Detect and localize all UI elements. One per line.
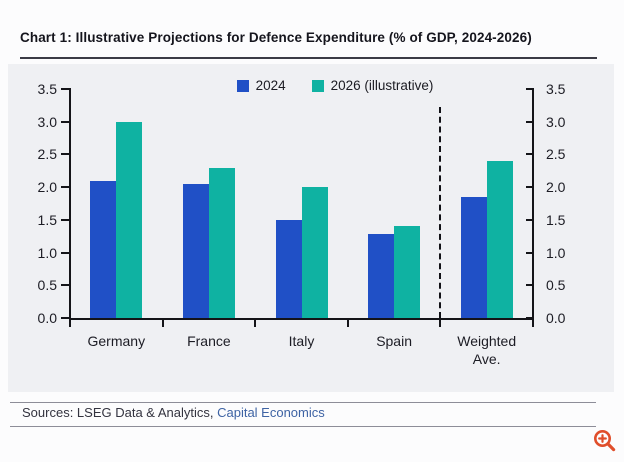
y-tick-right — [526, 88, 534, 90]
bar-2024-germany — [90, 180, 117, 318]
bar-2026-illustrative--spain — [394, 226, 421, 318]
x-tick — [439, 318, 442, 327]
zoom-in-button[interactable] — [592, 428, 618, 454]
x-category-label: Weighted Ave. — [457, 333, 517, 368]
legend-label: 2026 (illustrative) — [330, 78, 434, 93]
y-tick-right — [526, 153, 534, 156]
chart-title: Chart 1: Illustrative Projections for De… — [20, 30, 532, 45]
y-axis-label-right: 2.5 — [546, 146, 566, 163]
footer-rule-top — [10, 402, 596, 403]
bar-2026-illustrative--italy — [301, 187, 328, 318]
x-category-label: Germany — [87, 333, 146, 349]
y-axis-label-right: 0.0 — [546, 310, 566, 326]
legend-item-2024: 2024 — [236, 78, 286, 93]
x-tick — [254, 318, 257, 327]
legend-swatch-icon — [236, 79, 249, 92]
x-tick — [532, 318, 534, 327]
y-axis-label-right: 3.5 — [546, 81, 566, 97]
y-axis-label-right: 3.0 — [546, 113, 566, 130]
y-tick-left — [61, 120, 69, 123]
sources-link[interactable]: Capital Economics — [217, 405, 325, 420]
y-tick-right — [526, 218, 534, 221]
y-tick-left — [61, 153, 69, 156]
x-category-label: Italy — [288, 333, 315, 349]
y-tick-left — [61, 88, 69, 90]
bar-2024-spain — [368, 234, 395, 318]
y-tick-right — [526, 284, 534, 287]
chart-legend: 2024 2026 (illustrative) — [8, 78, 614, 93]
y-axis-label-left: 1.0 — [37, 244, 57, 261]
y-tick-right — [526, 251, 534, 254]
y-tick-left — [61, 218, 69, 221]
legend-swatch-icon — [311, 79, 324, 92]
y-axis-label-right: 1.0 — [546, 244, 566, 261]
x-category-label: France — [187, 333, 231, 349]
title-underline — [20, 57, 597, 59]
y-tick-left — [61, 317, 69, 319]
x-tick — [161, 318, 164, 327]
y-axis-right — [532, 88, 534, 319]
y-tick-left — [61, 284, 69, 287]
y-axis-label-left: 2.5 — [37, 146, 57, 163]
sources-text: Sources: LSEG Data & Analytics, Capital … — [22, 405, 325, 420]
legend-label: 2024 — [255, 78, 286, 93]
y-axis-label-right: 1.5 — [546, 211, 566, 228]
y-axis-label-left: 3.0 — [37, 113, 57, 130]
bar-2026-illustrative--germany — [116, 121, 143, 318]
bar-2026-illustrative--france — [208, 167, 235, 318]
bar-2024-italy — [275, 219, 302, 318]
bar-2026-illustrative--weighted-ave- — [486, 160, 513, 318]
y-axis-left — [69, 88, 71, 319]
y-axis-label-left: 2.0 — [37, 179, 57, 196]
weighted-average-separator — [439, 107, 442, 318]
y-axis-label-right: 2.0 — [546, 179, 566, 196]
y-axis-label-right: 0.5 — [546, 277, 566, 294]
x-tick — [69, 318, 71, 327]
x-axis — [69, 318, 534, 320]
y-tick-left — [61, 186, 69, 189]
legend-item-2026-illustrative-: 2026 (illustrative) — [311, 78, 434, 93]
x-category-label: Spain — [376, 333, 412, 349]
chart-panel: 2024 2026 (illustrative) 0.0 0.0 0.5 0.5 1.0 1… — [8, 64, 614, 392]
sources-prefix: Sources: LSEG Data & Analytics, — [22, 405, 218, 420]
x-tick — [346, 318, 349, 327]
bar-2024-france — [182, 183, 209, 318]
footer-rule-bottom — [10, 426, 596, 427]
y-axis-label-left: 0.0 — [37, 310, 57, 326]
bar-2024-weighted-ave- — [460, 196, 487, 318]
y-tick-right — [526, 186, 534, 189]
y-axis-label-left: 3.5 — [37, 81, 57, 97]
y-tick-left — [61, 251, 69, 254]
y-axis-label-left: 1.5 — [37, 211, 57, 228]
zoom-in-icon — [594, 430, 616, 452]
y-tick-right — [526, 120, 534, 123]
y-axis-label-left: 0.5 — [37, 277, 57, 294]
